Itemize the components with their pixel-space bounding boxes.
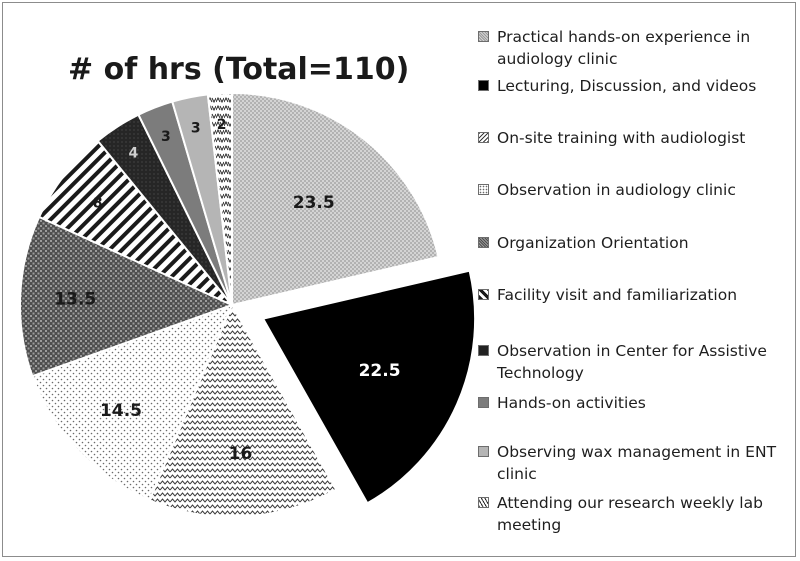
legend-swatch xyxy=(478,497,489,508)
legend-swatch xyxy=(478,80,489,91)
legend-swatch xyxy=(478,446,489,457)
legend-item-lecturing: Lecturing, Discussion, and videos xyxy=(478,75,778,97)
legend-item-wax: Observing wax management in ENT clinic xyxy=(478,441,778,485)
legend-label: Hands-on activities xyxy=(497,394,646,412)
legend-label: Observing wax management in ENT clinic xyxy=(497,443,777,483)
legend-label: Observation in Center for Assistive Tech… xyxy=(497,342,767,382)
legend-label: Facility visit and familiarization xyxy=(497,286,738,304)
pie-slice-lecturing xyxy=(261,269,477,505)
legend-item-orientation: Organization Orientation xyxy=(478,232,778,254)
data-label-observation: 14.5 xyxy=(100,401,142,421)
legend-swatch xyxy=(478,237,489,248)
pie-slice-onsite xyxy=(148,302,338,518)
data-label-onsite: 16 xyxy=(229,444,253,464)
legend-item-practical: Practical hands-on experience in audiolo… xyxy=(478,26,778,70)
pie-slice-orientation xyxy=(19,215,235,378)
legend-swatch xyxy=(478,132,489,143)
legend-label: Organization Orientation xyxy=(497,234,689,252)
data-label-orientation: 13.5 xyxy=(54,289,96,309)
legend-item-handson: Hands-on activities xyxy=(478,392,778,414)
chart-title: # of hrs (Total=110) xyxy=(68,52,410,87)
pie-slice-lab xyxy=(206,91,233,306)
legend-item-observation: Observation in audiology clinic xyxy=(478,179,778,201)
pie-slice-practical xyxy=(231,91,440,307)
legend-label: Lecturing, Discussion, and videos xyxy=(497,77,757,95)
legend-item-facility: Facility visit and familiarization xyxy=(478,284,778,306)
data-label-practical: 23.5 xyxy=(293,193,335,213)
legend-label: On-site training with audiologist xyxy=(497,129,746,147)
legend-swatch xyxy=(478,289,489,300)
legend-swatch xyxy=(478,345,489,356)
legend-label: Observation in audiology clinic xyxy=(497,181,736,199)
data-label-lab: 2 xyxy=(217,117,227,133)
data-label-wax: 3 xyxy=(191,120,201,136)
legend-label: Attending our research weekly lab meetin… xyxy=(497,494,763,534)
legend-item-lab: Attending our research weekly lab meetin… xyxy=(478,492,778,536)
data-label-lecturing: 22.5 xyxy=(359,361,401,381)
legend-item-onsite: On-site training with audiologist xyxy=(478,127,778,149)
legend-label: Practical hands-on experience in audiolo… xyxy=(497,28,751,68)
data-label-handson: 3 xyxy=(161,129,171,145)
data-label-facility: 8 xyxy=(93,195,103,211)
legend-item-assistive: Observation in Center for Assistive Tech… xyxy=(478,340,778,384)
legend-swatch xyxy=(478,31,489,42)
data-label-assistive: 4 xyxy=(129,146,139,162)
pie-slice-observation xyxy=(31,303,234,502)
legend-swatch xyxy=(478,184,489,195)
legend-swatch xyxy=(478,397,489,408)
